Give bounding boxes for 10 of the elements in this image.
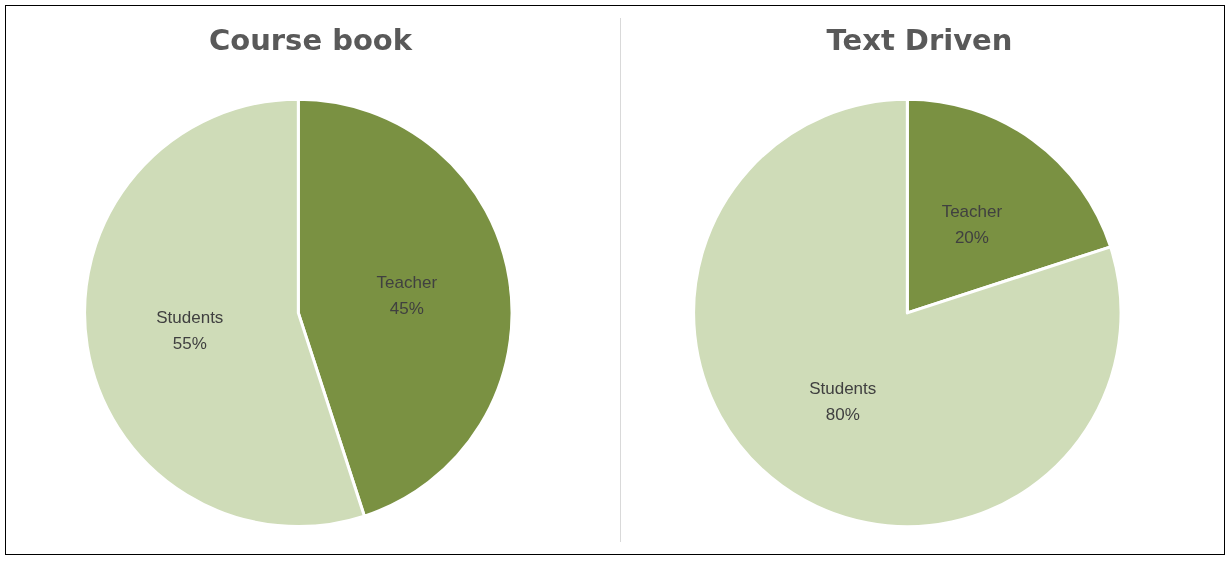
data-label: 55% — [172, 333, 207, 353]
chart-title: Text Driven — [826, 22, 1013, 57]
data-label: 80% — [825, 405, 860, 425]
slice-label: Teacher — [376, 273, 438, 293]
data-label: 20% — [954, 227, 989, 247]
slice-label: Students — [809, 379, 877, 399]
slice-label: Students — [156, 307, 224, 327]
data-label: 45% — [389, 299, 424, 319]
chart-title: Course book — [208, 22, 413, 57]
slice-label: Teacher — [941, 201, 1003, 221]
